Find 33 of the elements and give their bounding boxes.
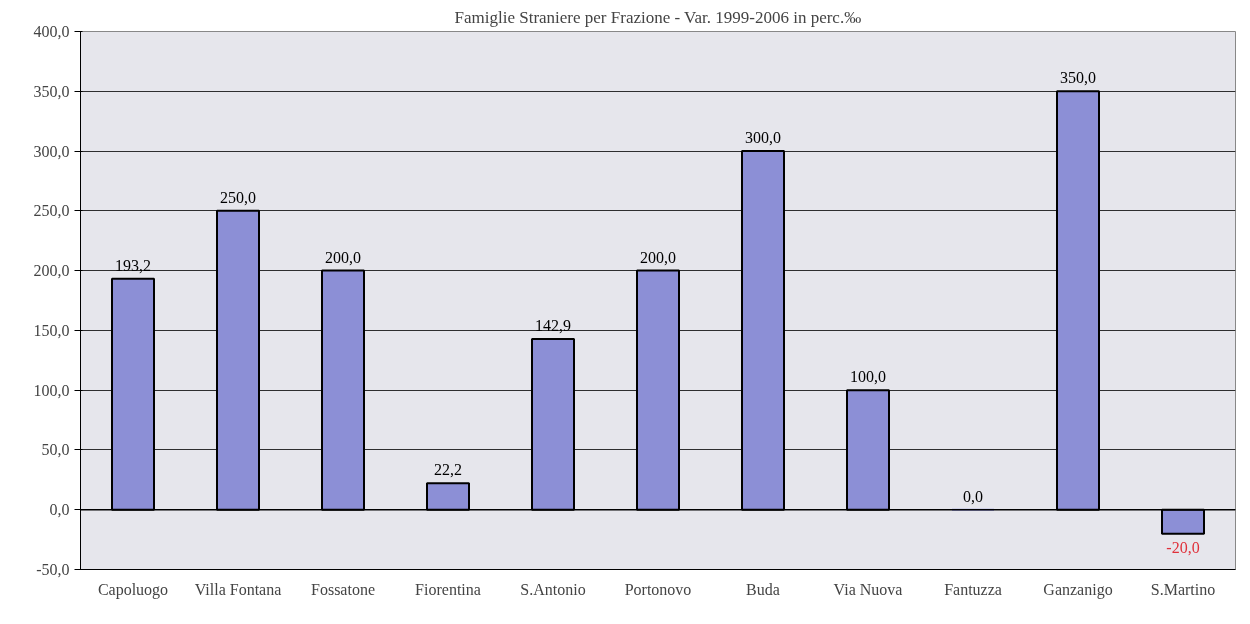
y-tick-label: 50,0	[41, 441, 70, 459]
y-tick-label: 250,0	[33, 202, 70, 220]
data-label: 100,0	[850, 368, 886, 386]
y-tick-label: 100,0	[33, 381, 70, 399]
x-tick-label: Villa Fontana	[194, 580, 282, 598]
data-label: 250,0	[220, 188, 256, 206]
x-tick-label: Ganzanigo	[1043, 580, 1113, 599]
y-tick-label: 200,0	[33, 262, 70, 280]
x-tick-label: S.Martino	[1150, 580, 1216, 598]
x-tick-label: Via Nuova	[833, 580, 903, 598]
data-label: 0,0	[963, 487, 983, 505]
data-label: 22,2	[434, 461, 462, 479]
x-tick-label: S.Antonio	[520, 580, 586, 598]
x-tick-label: Buda	[746, 580, 780, 598]
data-label: 193,2	[115, 256, 151, 274]
x-tick-label: Fiorentina	[415, 580, 481, 598]
y-tick-label: 400,0	[33, 23, 70, 40]
x-tick-label: Capoluogo	[97, 580, 169, 599]
data-label: -20,0	[1166, 538, 1200, 556]
data-label: 200,0	[325, 248, 361, 266]
y-tick-label: 300,0	[33, 142, 70, 160]
data-label: 350,0	[1060, 69, 1096, 87]
y-tick-label: 0,0	[49, 501, 70, 519]
y-tick-label: 350,0	[33, 82, 70, 100]
y-tick-label: 150,0	[33, 321, 70, 339]
y-tick-label: -50,0	[36, 561, 70, 578]
data-label: 300,0	[745, 129, 781, 147]
data-label: 200,0	[640, 248, 676, 266]
x-tick-label: Portonovo	[624, 580, 692, 598]
x-tick-label: Fantuzza	[944, 580, 1002, 598]
data-label: 142,9	[535, 316, 571, 334]
chart-title: Famiglie Straniere per Frazione - Var. 1999-2006 in perc.‰	[454, 7, 862, 27]
x-tick-label: Fossatone	[311, 580, 375, 598]
